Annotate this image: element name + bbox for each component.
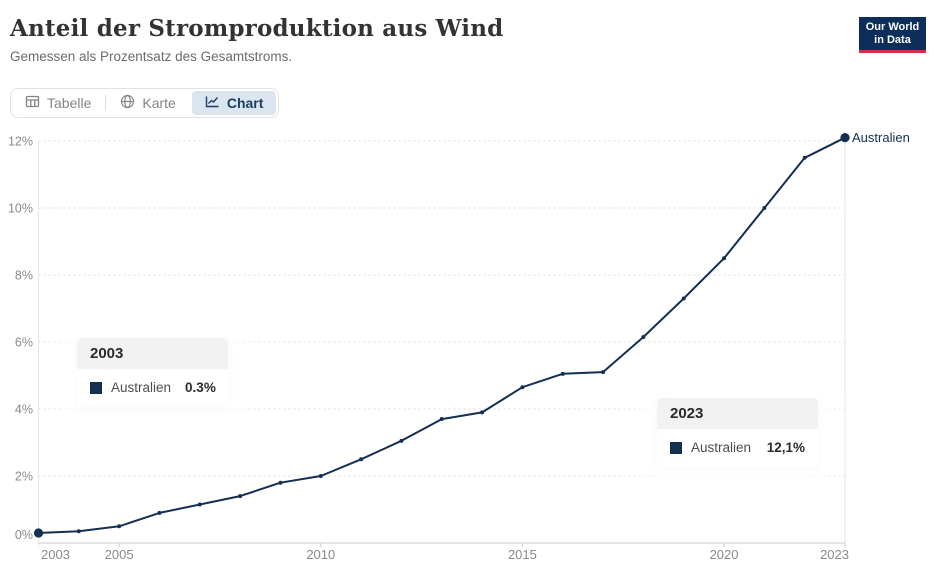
owid-logo-line1: Our World [865, 21, 920, 33]
tab-karte[interactable]: Karte [106, 89, 189, 117]
data-point-marker[interactable] [802, 155, 807, 160]
tooltip-value: 12,1% [766, 440, 805, 455]
page-title: Anteil der Stromproduktion aus Wind [10, 15, 504, 42]
data-point-marker[interactable] [117, 524, 122, 529]
series-color-swatch [90, 381, 102, 394]
data-point-marker[interactable] [157, 510, 162, 515]
series-endpoint-marker[interactable] [840, 133, 850, 143]
data-point-marker[interactable] [399, 438, 404, 443]
data-point-marker[interactable] [601, 370, 606, 375]
data-point-marker[interactable] [681, 296, 686, 301]
y-axis-label: 12% [8, 135, 33, 149]
x-axis-label: 2020 [710, 547, 739, 562]
view-tabs: Tabelle Karte Chart [10, 88, 280, 118]
tab-tabelle-label: Tabelle [47, 95, 92, 111]
data-point-marker[interactable] [560, 371, 565, 376]
x-axis-label: 2003 [41, 547, 70, 562]
tab-chart[interactable]: Chart [191, 91, 277, 115]
y-axis-label: 10% [8, 202, 33, 216]
y-axis-label: 2% [15, 470, 33, 484]
series-end-label: Australien [852, 130, 910, 145]
data-point-marker[interactable] [641, 334, 646, 339]
line-chart-icon [205, 94, 220, 112]
data-point-marker[interactable] [197, 502, 202, 507]
y-axis-label: 8% [15, 269, 33, 283]
series-line[interactable] [38, 136, 846, 534]
y-axis-label: 4% [15, 403, 33, 417]
tooltip-entity: Australien [111, 380, 172, 395]
tab-tabelle[interactable]: Tabelle [11, 89, 105, 117]
x-axis-label: 2015 [508, 547, 537, 562]
data-point-marker[interactable] [76, 529, 81, 534]
data-point-marker[interactable] [439, 417, 444, 422]
data-point-marker[interactable] [359, 457, 364, 462]
x-axis-label: 2023 [820, 547, 849, 562]
data-point-marker[interactable] [238, 494, 243, 499]
y-axis-label: 6% [15, 336, 33, 350]
data-point-marker[interactable] [520, 385, 525, 390]
tooltip-year: 2023 [657, 398, 818, 429]
globe-icon [120, 94, 135, 112]
tooltip-2023: 2023 Australien 12,1% [657, 398, 818, 467]
tab-karte-label: Karte [142, 95, 176, 111]
series-color-swatch [670, 441, 682, 454]
x-axis-label: 2005 [105, 547, 134, 562]
page-subtitle: Gemessen als Prozentsatz des Gesamtstrom… [10, 49, 293, 64]
tooltip-year: 2003 [77, 338, 228, 369]
data-point-marker[interactable] [722, 256, 727, 261]
data-point-marker[interactable] [318, 474, 323, 478]
tab-divider [105, 95, 107, 111]
tooltip-value: 0.3% [185, 380, 216, 395]
tooltip-entity: Australien [691, 440, 752, 455]
y-axis-label: 0% [15, 528, 33, 542]
owid-logo[interactable]: Our World in Data [859, 17, 926, 53]
data-point-marker[interactable] [278, 480, 283, 485]
table-icon [25, 94, 40, 112]
tab-chart-label: Chart [226, 95, 264, 111]
tooltip-2003: 2003 Australien 0.3% [77, 338, 228, 407]
owid-logo-line2: in Data [874, 34, 911, 46]
data-point-marker[interactable] [762, 206, 767, 210]
data-point-marker[interactable] [480, 410, 485, 415]
series-endpoint-marker[interactable] [33, 528, 44, 538]
x-axis-label: 2010 [306, 547, 335, 562]
